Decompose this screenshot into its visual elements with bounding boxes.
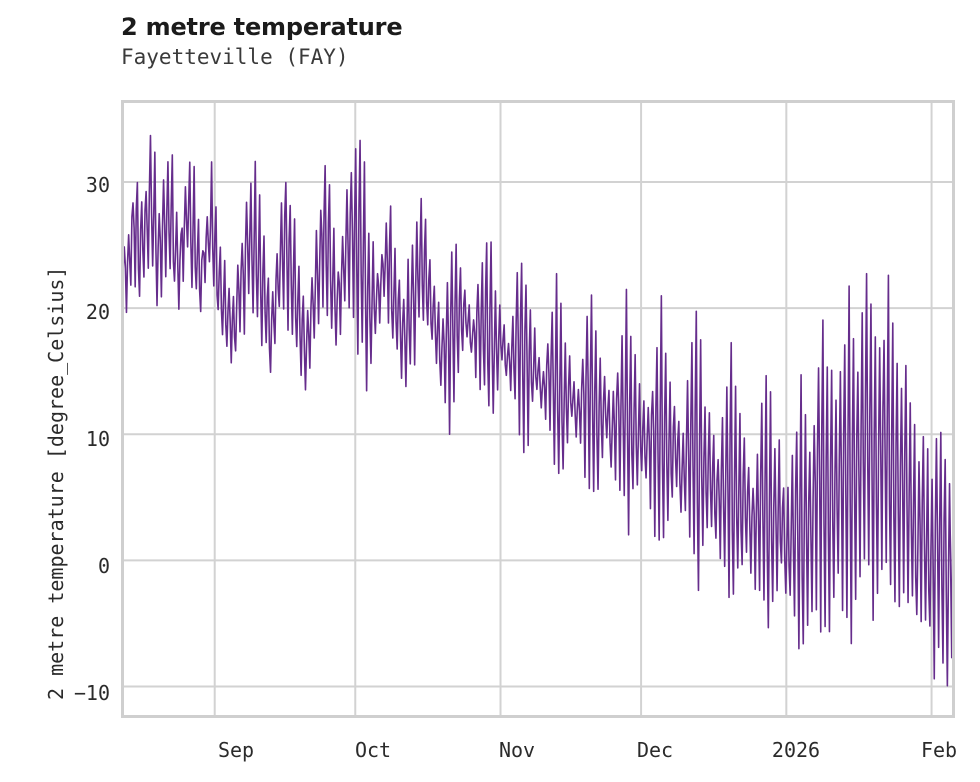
temperature-line-chart [121, 100, 955, 718]
series-group [121, 134, 955, 687]
gridlines [121, 100, 955, 718]
x-tick-dec: Dec [636, 738, 674, 762]
y-tick-0: 0 [97, 554, 110, 578]
chart-subtitle: Fayetteville (FAY) [121, 44, 349, 69]
x-tick-nov: Nov [498, 738, 536, 762]
title-block: 2 metre temperature Fayetteville (FAY) [121, 14, 821, 70]
x-tick-feb: Feb [920, 738, 958, 762]
x-tick-2026: 2026 [771, 738, 821, 762]
y-tick-10: 10 [85, 427, 110, 451]
page-title: 2 metre temperature [121, 13, 403, 41]
axis-spines [121, 100, 955, 718]
y-tick-30: 30 [85, 173, 110, 197]
x-tick-sep: Sep [217, 738, 255, 762]
plot-area [121, 100, 955, 718]
y-tick-minus10: −10 [73, 681, 110, 705]
y-tick-20: 20 [85, 300, 110, 324]
temperature-series-line [121, 134, 955, 687]
x-tick-oct: Oct [354, 738, 392, 762]
y-tick-labels: 30 20 10 0 −10 [44, 0, 110, 782]
